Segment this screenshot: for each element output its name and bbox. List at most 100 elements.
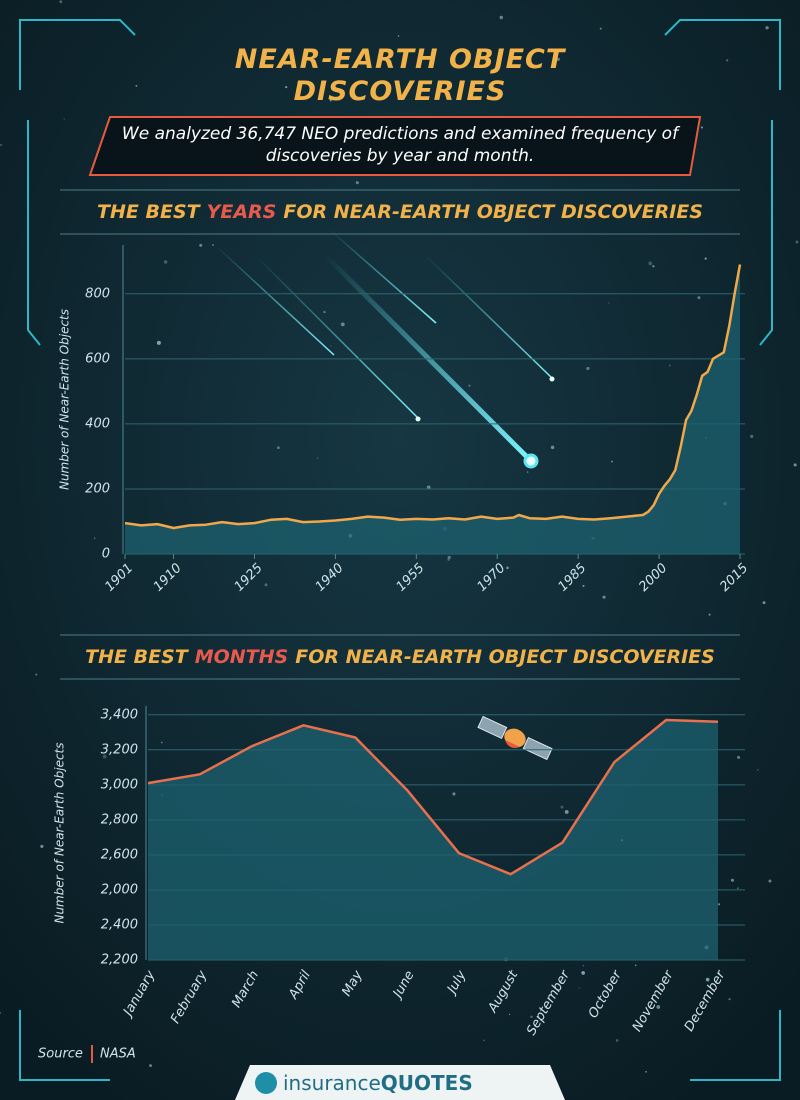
star [602, 595, 606, 599]
star [468, 384, 471, 387]
star [705, 977, 710, 982]
star [730, 878, 734, 882]
star [793, 463, 797, 467]
chart-title-after: FOR NEAR-EARTH OBJECT DISCOVERIES [295, 646, 715, 668]
star [608, 302, 610, 304]
comets [214, 229, 555, 469]
star [726, 59, 729, 62]
y-tick-label: 2,000 [101, 882, 138, 897]
y-axis-label: Number of Near-Earth Objects [58, 309, 72, 490]
star [506, 566, 509, 570]
y-axis-label: Number of Near-Earth Objects [53, 742, 67, 923]
star [704, 257, 707, 260]
star [635, 964, 637, 967]
y-tick-label: 3,000 [101, 777, 138, 792]
chart-title: THE BEST YEARS FOR NEAR-EARTH OBJECT DISCO… [97, 201, 703, 223]
star [717, 903, 721, 906]
star [63, 118, 65, 120]
star [277, 446, 280, 449]
satellite [477, 715, 553, 761]
y-tick-label: 600 [85, 351, 110, 366]
source-name: NASA [100, 1047, 136, 1062]
star [447, 555, 451, 560]
y-tick-label: 2,600 [101, 847, 138, 862]
star [94, 537, 96, 539]
chart-title-before: THE BEST [85, 646, 190, 668]
subtitle-box [88, 116, 702, 176]
star [285, 86, 288, 89]
y-tick-label: 3,400 [101, 707, 138, 722]
star [156, 340, 161, 345]
star [364, 651, 367, 654]
star [0, 1011, 2, 1014]
star [697, 296, 701, 300]
star [526, 471, 529, 473]
y-tick-label: 400 [85, 416, 110, 431]
y-tick-label: 3,200 [101, 742, 138, 757]
star [750, 434, 754, 438]
star [135, 84, 138, 87]
star [578, 987, 580, 989]
logo-light: insurance [283, 1071, 381, 1095]
chart-title-highlight: YEARS [207, 201, 277, 223]
y-tick-label: 800 [85, 286, 110, 301]
star [582, 584, 585, 588]
star [59, 0, 63, 4]
y-tick-label: 0 [102, 547, 110, 562]
star [426, 485, 431, 490]
area [148, 720, 718, 960]
title: NEAR-EARTH OBJECT DISCOVERIES [235, 44, 567, 107]
subtitle: We analyzed 36,747 NEO predictions and e… [121, 124, 679, 166]
star [708, 613, 711, 616]
logo-bold: QUOTES [381, 1071, 473, 1095]
star [599, 27, 602, 30]
star [0, 143, 3, 147]
y-tick-label: 2,200 [101, 953, 138, 968]
logo: insuranceQUOTES [283, 1071, 473, 1095]
star [61, 446, 63, 449]
frame [19, 19, 781, 1081]
source-label: Source [38, 1047, 83, 1062]
star [149, 1064, 152, 1068]
star [560, 805, 564, 809]
star [452, 792, 456, 796]
star [483, 1039, 485, 1042]
star [447, 558, 450, 561]
star [737, 755, 741, 759]
star [316, 457, 319, 459]
logo-box [235, 1065, 565, 1100]
star [648, 261, 653, 266]
chart-title-after: FOR NEAR-EARTH OBJECT DISCOVERIES [283, 201, 703, 223]
star [757, 768, 759, 771]
line [147, 718, 719, 876]
star [35, 673, 38, 676]
star [397, 35, 400, 37]
chart-title: THE BEST MONTHS FOR NEAR-EARTH OBJECT DISC… [85, 646, 715, 668]
star [550, 445, 555, 450]
star [795, 240, 799, 244]
star [737, 887, 739, 889]
star [556, 57, 560, 61]
star [330, 345, 332, 347]
star [163, 260, 168, 264]
star [645, 1070, 647, 1073]
star [102, 754, 107, 759]
star [668, 364, 671, 367]
star [264, 583, 268, 587]
star [656, 1005, 661, 1009]
chart-title-highlight: MONTHS [195, 646, 289, 668]
star [160, 741, 163, 744]
star [768, 879, 772, 883]
star [355, 181, 359, 185]
star [652, 265, 655, 268]
star [610, 460, 613, 463]
star [586, 366, 590, 371]
star [582, 964, 585, 967]
star [564, 809, 569, 814]
star [323, 310, 326, 314]
y-tick-label: 200 [85, 481, 110, 496]
star [700, 126, 703, 129]
star [728, 998, 731, 1001]
area [125, 264, 740, 554]
